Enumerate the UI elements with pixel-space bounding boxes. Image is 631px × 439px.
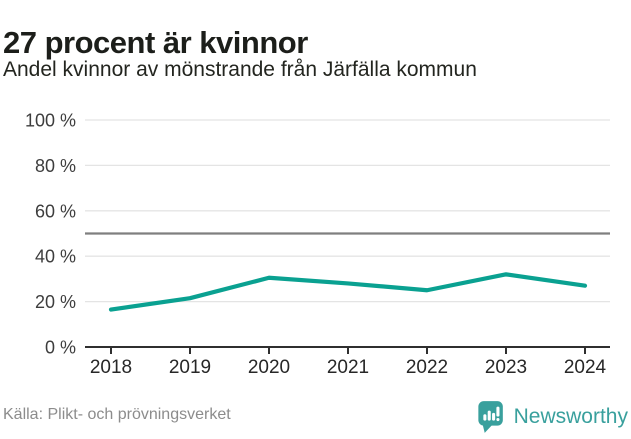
y-tick-label: 20 % [35,292,76,312]
x-tick-label: 2019 [169,357,211,378]
newsworthy-logo: Newsworthy [477,400,628,434]
x-tick-label: 2024 [564,357,607,378]
x-tick-label: 2023 [485,357,527,378]
x-tick-label: 2020 [248,357,290,378]
source-note: Källa: Plikt- och prövningsverket [3,406,231,423]
x-tick-label: 2022 [406,357,448,378]
x-tick-label: 2018 [90,357,132,378]
page-title: 27 procent är kvinnor [3,24,308,60]
y-tick-label: 100 % [25,111,76,131]
y-tick-label: 80 % [35,156,76,176]
chart-subtitle: Andel kvinnor av mönstrande från Järfäll… [3,58,477,81]
y-tick-label: 60 % [35,201,76,221]
bar-chart-badge-icon [477,401,503,433]
y-tick-label: 0 % [45,338,76,358]
newsworthy-wordmark: Newsworthy [513,405,628,428]
data-line [108,272,588,312]
x-tick-label: 2021 [327,357,369,378]
y-tick-label: 40 % [35,247,76,267]
